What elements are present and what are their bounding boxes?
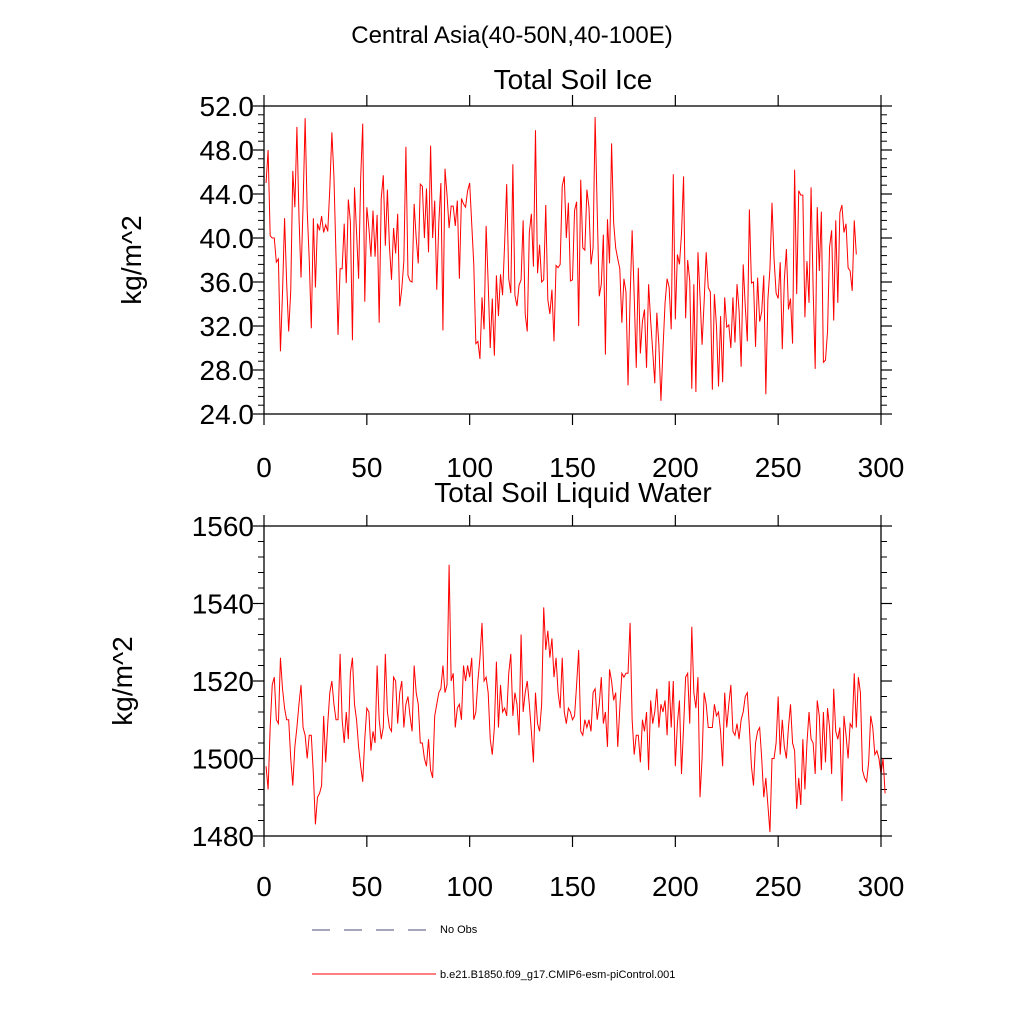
series-line — [265, 116, 857, 401]
x-tick-label: 100 — [446, 871, 493, 902]
y-tick-label: 32.0 — [200, 311, 255, 342]
x-tick-label: 250 — [755, 452, 802, 483]
x-tick-label: 300 — [858, 871, 905, 902]
minor-ticks — [258, 541, 887, 821]
x-tick-label: 250 — [755, 871, 802, 902]
x-tick-label: 200 — [652, 452, 699, 483]
legend-label-no-obs: No Obs — [440, 924, 478, 936]
y-tick-label: 28.0 — [200, 355, 255, 386]
y-axis-label: kg/m^2 — [107, 636, 138, 725]
x-tick-label: 0 — [256, 452, 272, 483]
y-tick-label: 1500 — [192, 744, 254, 775]
x-tick-label: 150 — [549, 452, 596, 483]
y-axis-ticks: 24.0 28.0 32.0 36.0 40.0 44.0 48.0 52.0 — [200, 91, 892, 430]
y-tick-label: 36.0 — [200, 267, 255, 298]
y-tick-label: 40.0 — [200, 223, 255, 254]
series-line — [265, 564, 886, 833]
x-tick-label: 200 — [652, 871, 699, 902]
figure-title: Central Asia(40-50N,40-100E) — [351, 22, 673, 49]
chart-panel-total-soil-ice: Total Soil Ice 24.0 28.0 32.0 36.0 40.0 44.0 4… — [116, 64, 904, 483]
plot-frame — [263, 525, 882, 837]
minor-ticks — [258, 114, 887, 406]
y-tick-label: 1540 — [192, 589, 254, 620]
x-tick-label: 150 — [549, 871, 596, 902]
y-tick-label: 24.0 — [200, 399, 255, 430]
y-axis-ticks: 1480 1500 1520 1540 1560 — [192, 511, 892, 852]
x-tick-label: 300 — [858, 452, 905, 483]
legend: No Obs b.e21.B1850.f09_g17.CMIP6-esm-piC… — [312, 924, 675, 981]
x-axis-ticks: 0 50 100 150 200 250 300 — [256, 95, 904, 483]
plot-frame — [263, 105, 882, 415]
y-tick-label: 52.0 — [200, 91, 255, 122]
chart-title: Total Soil Ice — [494, 64, 653, 95]
y-tick-label: 1480 — [192, 821, 254, 852]
x-tick-label: 0 — [256, 871, 272, 902]
y-axis-label: kg/m^2 — [116, 215, 147, 304]
y-tick-label: 1520 — [192, 666, 254, 697]
y-tick-label: 48.0 — [200, 135, 255, 166]
chart-panel-total-soil-liquid-water: Total Soil Liquid Water 1480150015201540… — [107, 477, 904, 902]
x-tick-label: 50 — [351, 871, 382, 902]
x-tick-label: 50 — [351, 452, 382, 483]
legend-label-model: b.e21.B1850.f09_g17.CMIP6-esm-piControl.… — [440, 969, 675, 981]
x-tick-label: 100 — [446, 452, 493, 483]
y-tick-label: 1560 — [192, 511, 254, 542]
y-tick-label: 44.0 — [200, 179, 255, 210]
chart-title: Total Soil Liquid Water — [434, 477, 712, 508]
x-axis-ticks: 0 50 100 150 200 250 300 — [256, 515, 904, 902]
